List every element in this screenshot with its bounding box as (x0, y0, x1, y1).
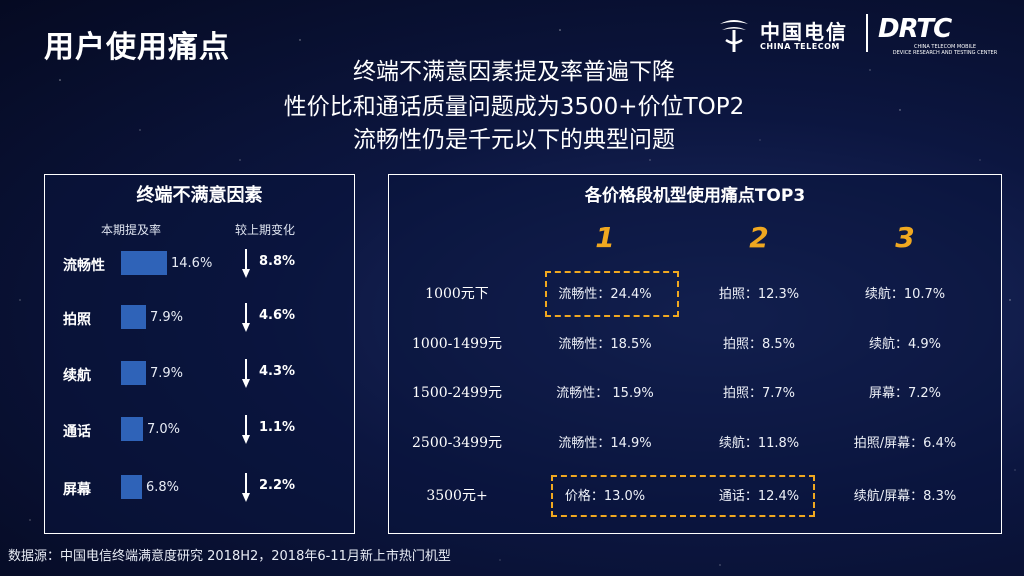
drtc-subtitle: CHINA TELECOM MOBILE DEVICE RESEARCH AND… (890, 44, 1000, 56)
category-label: 流畅性 (63, 258, 105, 274)
table-title: 各价格段机型使用痛点TOP3 (584, 186, 806, 206)
change-value: 2.2% (259, 478, 296, 493)
china-telecom-en: CHINA TELECOM (760, 42, 840, 51)
rank-header: 2 (749, 221, 769, 254)
headline-1: 终端不满意因素提及率普遍下降 (353, 59, 675, 85)
rate-value: 6.8% (146, 480, 180, 495)
table-cell: 续航：10.7% (864, 287, 946, 302)
price-range-label: 1500-2499元 (412, 385, 502, 401)
change-value: 4.3% (259, 364, 296, 379)
category-label: 通话 (63, 424, 91, 440)
change-value: 1.1% (259, 420, 296, 435)
logo-divider (866, 14, 868, 52)
china-telecom-cn: 中国电信 (760, 20, 848, 44)
headline-2: 性价比和通话质量问题成为3500+价位TOP2 (283, 94, 745, 120)
down-arrow-icon (242, 303, 250, 332)
down-arrow-icon (242, 249, 250, 278)
change-value: 8.8% (259, 254, 296, 269)
table-cell: 流畅性：24.4% (558, 287, 652, 302)
rank-header: 3 (895, 221, 915, 254)
down-arrow-icon (242, 473, 250, 502)
table-cell: 拍照：7.7% (722, 386, 796, 401)
drtc-subtitle-line1: CHINA TELECOM MOBILE (913, 44, 977, 50)
drtc-logo: DRTC CHINA TELECOM MOBILE DEVICE RESEARC… (878, 14, 1008, 58)
rate-bar (121, 475, 142, 499)
series-header-rate: 本期提及率 (101, 223, 162, 237)
rate-bar (121, 361, 146, 385)
headline-3: 流畅性仍是千元以下的典型问题 (353, 127, 675, 153)
table-cell: 拍照：8.5% (722, 337, 796, 352)
rank-header: 1 (595, 221, 615, 254)
down-arrow-icon (242, 415, 250, 444)
table-cell: 屏幕：7.2% (868, 386, 942, 401)
change-value: 4.6% (259, 308, 296, 323)
china-telecom-emblem-icon (720, 20, 748, 52)
price-range-label: 1000元下 (425, 286, 489, 302)
china-telecom-logo: 中国电信 CHINA TELECOM (716, 14, 866, 58)
drtc-wordmark: DRTC (878, 14, 952, 44)
rate-value: 14.6% (171, 256, 213, 271)
table-cell: 拍照：12.3% (718, 287, 800, 302)
table-cell: 流畅性： 15.9% (556, 386, 654, 401)
category-label: 拍照 (63, 312, 91, 328)
down-arrow-icon (242, 359, 250, 388)
rate-value: 7.9% (150, 310, 184, 325)
highlight-box (551, 475, 815, 517)
table-cell: 拍照/屏幕：6.4% (853, 436, 957, 451)
chart-title: 终端不满意因素 (136, 185, 263, 206)
series-header-change: 较上期变化 (235, 223, 296, 237)
price-range-label: 1000-1499元 (412, 336, 502, 352)
table-cell: 流畅性：18.5% (558, 337, 652, 352)
rate-bar (121, 251, 167, 275)
table-cell: 续航：11.8% (718, 436, 800, 451)
table-cell: 价格：13.0% (564, 489, 646, 504)
rate-value: 7.0% (147, 422, 181, 437)
table-cell: 续航：4.9% (868, 337, 942, 352)
highlight-box (545, 271, 679, 317)
rate-value: 7.9% (150, 366, 184, 381)
category-label: 续航 (63, 368, 91, 384)
rate-bar (121, 305, 146, 329)
table-cell: 通话：12.4% (718, 489, 800, 504)
slide-title: 用户使用痛点 (44, 30, 230, 65)
drtc-subtitle-line2: DEVICE RESEARCH AND TESTING CENTER (892, 50, 998, 56)
dissatisfaction-chart-panel: 终端不满意因素 本期提及率 较上期变化 流畅性 14.6% 8.8% 拍照 7.9% 4.… (44, 174, 355, 534)
top3-table-panel: 各价格段机型使用痛点TOP3 1 2 3 1000元下 流畅性：24.4% 拍照：12.3… (388, 174, 1002, 534)
table-cell: 流畅性：14.9% (558, 436, 652, 451)
price-range-label: 2500-3499元 (412, 435, 502, 451)
table-cell: 续航/屏幕：8.3% (853, 489, 957, 504)
category-label: 屏幕 (63, 482, 91, 498)
price-range-label: 3500元+ (426, 488, 488, 504)
rate-bar (121, 417, 143, 441)
data-source: 数据源：中国电信终端满意度研究 2018H2，2018年6-11月新上市热门机型 (8, 549, 451, 564)
